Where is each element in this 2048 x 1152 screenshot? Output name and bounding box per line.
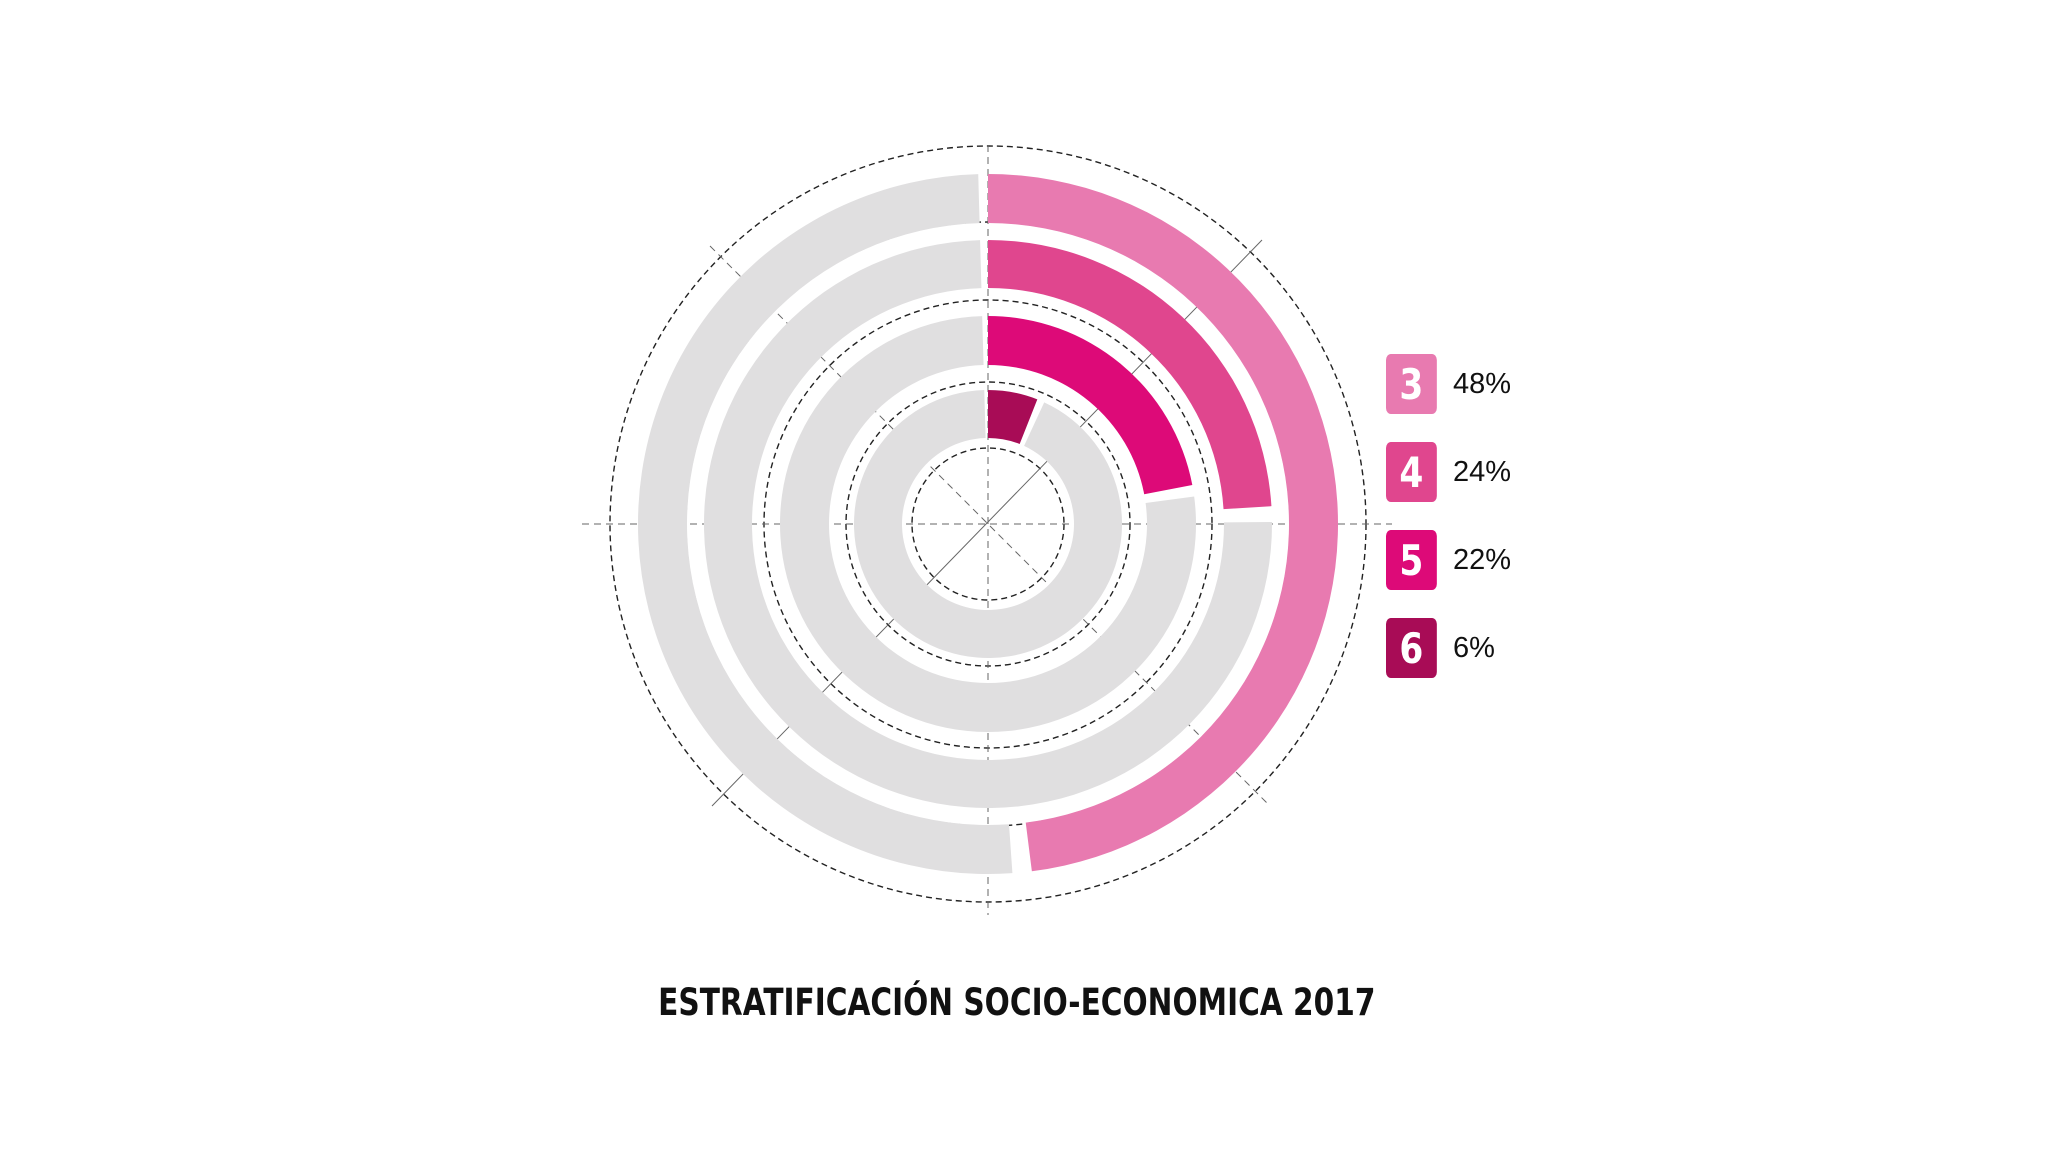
legend-value-4: 24% <box>1453 455 1512 488</box>
bar-stratum-3 <box>988 174 1339 872</box>
legend-item-4: 4 24% <box>1386 442 1511 502</box>
legend: 3 48% 4 24% 5 22% 6 6% <box>1386 354 1511 706</box>
bar-stratum-6 <box>988 390 1038 445</box>
radial-bars <box>988 174 1339 872</box>
legend-item-6: 6 6% <box>1386 618 1511 678</box>
background-tracks <box>637 174 1272 874</box>
bar-stratum-4 <box>988 240 1272 510</box>
legend-item-3: 3 48% <box>1386 354 1511 414</box>
legend-swatch-5: 5 <box>1386 530 1437 590</box>
legend-swatch-3: 3 <box>1386 354 1437 414</box>
legend-value-5: 22% <box>1453 543 1512 576</box>
legend-swatch-4: 4 <box>1386 442 1437 502</box>
track-ring-6 <box>853 390 1122 658</box>
bar-stratum-5 <box>988 315 1193 495</box>
legend-item-5: 5 22% <box>1386 530 1511 590</box>
legend-value-3: 48% <box>1453 367 1512 400</box>
legend-swatch-6: 6 <box>1386 618 1437 678</box>
legend-value-6: 6% <box>1453 631 1495 664</box>
chart-title: ESTRATIFICACIÓN SOCIO-ECONOMICA 2017 <box>658 981 1376 1024</box>
track-ring-3 <box>637 174 1013 874</box>
